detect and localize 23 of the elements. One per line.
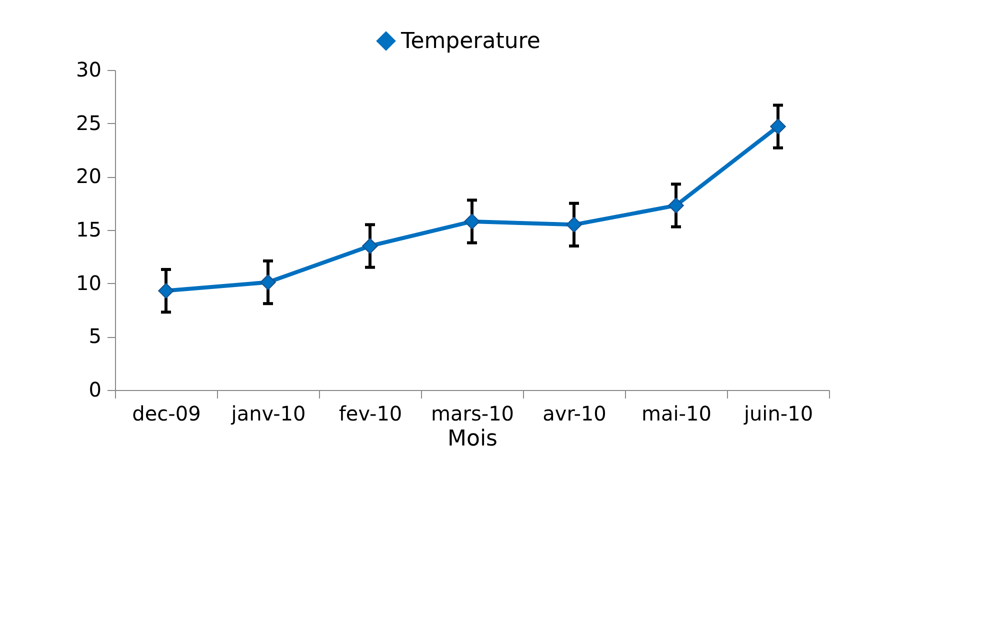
y-tick-label: 10 — [76, 270, 102, 295]
point — [260, 274, 276, 290]
x-tick-label: mars-10 — [430, 402, 514, 426]
y-tick-label: 0 — [88, 378, 102, 402]
x-tick-label: juin-10 — [742, 402, 814, 426]
x-tick-label: dec-09 — [132, 402, 201, 426]
point — [362, 238, 378, 254]
y-tick-label: 15 — [76, 218, 102, 242]
y-tick-label: 30 — [76, 58, 102, 82]
y-tick-label: 5 — [88, 324, 102, 348]
x-tick-label: fev-10 — [338, 402, 402, 426]
legend-label: Temperature — [400, 29, 540, 54]
y-tick-label: 20 — [76, 164, 102, 188]
point — [770, 118, 786, 134]
x-tick-label: janv-10 — [230, 402, 306, 426]
x-tick-label: mai-10 — [642, 402, 712, 426]
y-tick-label: 25 — [76, 110, 102, 135]
x-axis-title: Mois — [447, 426, 498, 452]
point — [566, 216, 582, 233]
point — [668, 198, 684, 214]
point — [464, 214, 480, 230]
x-tick-label: avr-10 — [542, 402, 606, 426]
point — [158, 282, 174, 299]
